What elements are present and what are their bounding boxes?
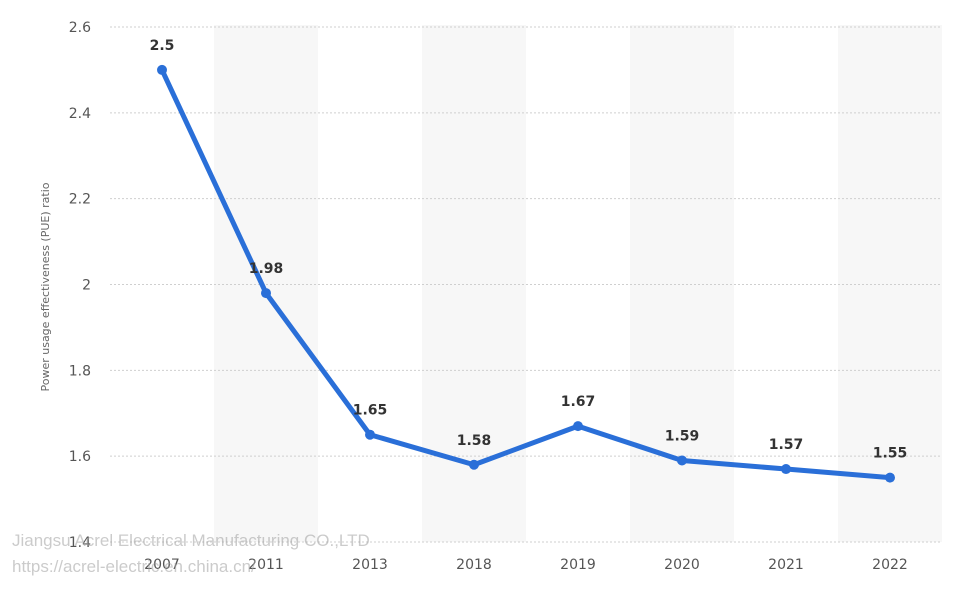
watermark-company: Jiangsu Acrel Electrical Manufacturing C… [12, 531, 370, 550]
data-label: 1.55 [873, 446, 908, 462]
data-label: 1.59 [665, 428, 700, 444]
gridlines [110, 26, 942, 543]
x-tick-labels: 2007 2011 2013 2018 2019 2020 2021 2022 [144, 557, 908, 573]
x-tick-label: 2019 [560, 557, 596, 573]
y-tick-label: 1.8 [69, 363, 91, 379]
y-tick-label: 2.4 [69, 106, 91, 122]
column-band [838, 25, 942, 542]
data-label: 1.67 [561, 394, 596, 410]
x-tick-label: 2020 [664, 557, 700, 573]
data-point [885, 472, 895, 483]
data-point [781, 464, 791, 475]
y-tick-labels: 1.4 1.6 1.8 2 2.2 2.4 2.6 [69, 20, 91, 551]
data-label: 1.65 [353, 403, 388, 419]
data-point [469, 459, 479, 470]
x-tick-label: 2007 [144, 557, 180, 573]
series-line-path [159, 67, 893, 481]
y-tick-label: 1.6 [69, 449, 91, 465]
data-label: 1.58 [457, 433, 492, 449]
column-bands [214, 25, 942, 542]
y-axis-label: Power usage effectiveness (PUE) ratio [39, 182, 52, 391]
x-tick-label: 2018 [456, 557, 492, 573]
y-tick-label: 2 [82, 278, 91, 294]
y-tick-label: 2.2 [69, 192, 91, 208]
x-tick-label: 2022 [872, 557, 908, 573]
data-labels: 2.5 1.98 1.65 1.58 1.67 1.59 1.57 1.55 [150, 38, 908, 462]
series-line [159, 67, 893, 481]
data-label: 1.57 [769, 437, 804, 453]
data-point [365, 429, 375, 440]
data-label: 1.98 [249, 261, 284, 277]
x-tick-label: 2013 [352, 557, 388, 573]
data-points [157, 64, 895, 483]
y-tick-label: 1.4 [69, 535, 91, 551]
y-tick-label: 2.6 [69, 20, 91, 36]
data-point [573, 421, 583, 432]
x-tick-label: 2011 [248, 557, 284, 573]
data-label: 2.5 [150, 38, 175, 54]
data-point [157, 64, 167, 75]
watermark-url: https://acrel-electric.en.china.cn/ [12, 557, 256, 576]
data-point [261, 288, 271, 299]
data-point [677, 455, 687, 466]
column-band [214, 25, 318, 542]
x-tick-label: 2021 [768, 557, 804, 573]
